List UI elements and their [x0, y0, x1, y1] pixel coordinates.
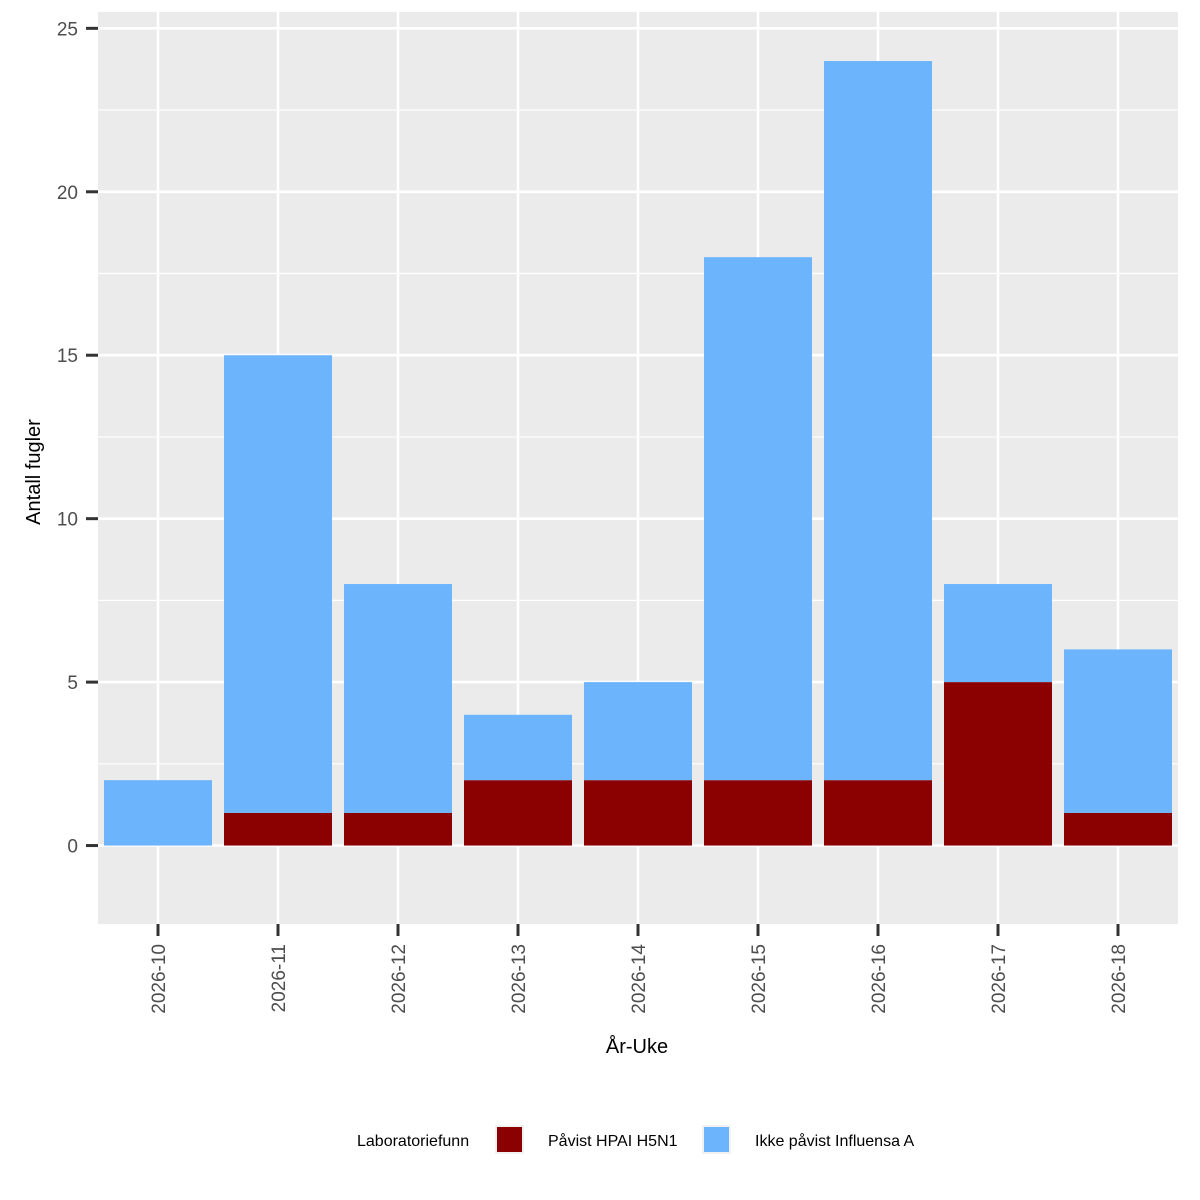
x-axis: 2026-10 2026-11 2026-12 2026-13 2026-14 2026-… [149, 924, 1130, 1014]
legend-label: Påvist HPAI H5N1 [548, 1132, 678, 1150]
bar-segment [944, 584, 1052, 683]
legend-swatch [497, 1127, 522, 1152]
bar-segment [464, 780, 572, 846]
y-tick-label: 20 [57, 183, 78, 204]
y-tick-label: 15 [57, 346, 78, 367]
bar-segment [704, 780, 812, 846]
legend-swatch [704, 1127, 729, 1152]
x-tick-label: 2026-14 [629, 944, 650, 1014]
x-tick-label: 2026-18 [1109, 944, 1130, 1014]
bar-segment [344, 812, 452, 846]
bar-segment [1064, 812, 1172, 846]
x-tick-label: 2026-12 [389, 944, 410, 1014]
y-tick-label: 5 [67, 673, 78, 694]
x-axis-title: År-Uke [606, 1035, 668, 1058]
bar-segment [824, 780, 932, 846]
legend-label: Ikke påvist Influensa A [755, 1132, 915, 1150]
y-axis: 0 5 10 15 20 25 [57, 19, 98, 858]
y-tick-label: 25 [57, 19, 78, 40]
bar-segment [104, 780, 212, 846]
y-tick-label: 0 [67, 837, 78, 858]
bar-segment [704, 257, 812, 781]
legend: Laboratoriefunn Påvist HPAI H5N1 Ikke påv… [357, 1125, 915, 1154]
bar-segment [224, 812, 332, 846]
y-tick-label: 10 [57, 510, 78, 531]
bar-segment [224, 355, 332, 813]
bar-segment [464, 714, 572, 781]
legend-items: Påvist HPAI H5N1 Ikke påvist Influensa A [495, 1125, 915, 1154]
x-tick-label: 2026-15 [749, 944, 770, 1014]
bar-segment [584, 682, 692, 781]
bar-segment [584, 780, 692, 846]
x-tick-label: 2026-13 [509, 944, 530, 1014]
x-tick-label: 2026-11 [269, 944, 290, 1012]
x-tick-label: 2026-10 [149, 944, 170, 1014]
bar-segment [1064, 649, 1172, 813]
legend-title: Laboratoriefunn [357, 1133, 469, 1150]
bar-segment [824, 61, 932, 781]
bars [104, 61, 1172, 846]
bar-segment [944, 682, 1052, 846]
x-tick-label: 2026-17 [989, 944, 1010, 1014]
y-axis-title: Antall fugler [23, 419, 45, 525]
bar-segment [344, 584, 452, 813]
x-tick-label: 2026-16 [869, 944, 890, 1014]
